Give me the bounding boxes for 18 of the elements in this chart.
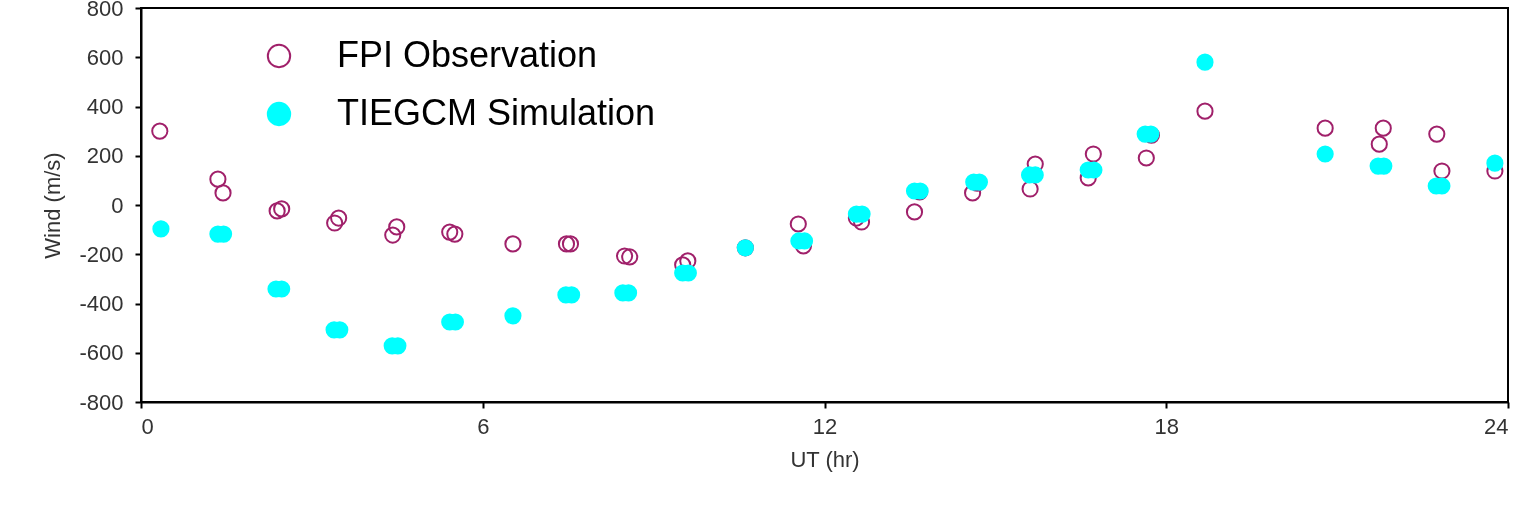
legend-label: FPI Observation: [337, 34, 598, 75]
y-tick-label: -400: [79, 291, 124, 316]
x-tick-label: 0: [141, 413, 154, 439]
y-tick-label: 200: [86, 143, 124, 169]
legend-label: TIEGCM Simulation: [337, 92, 656, 133]
y-tick-label: 800: [86, 0, 124, 21]
y-tick-label: -800: [79, 389, 124, 415]
x-axis-title: UT (hr): [790, 446, 860, 472]
y-tick-label: 400: [86, 94, 124, 119]
x-tick-label: 6: [477, 413, 490, 439]
y-tick-label: -200: [79, 241, 124, 267]
y-tick-label: 0: [111, 192, 124, 218]
y-tick-label: 600: [86, 44, 124, 70]
y-tick-label: -600: [79, 340, 124, 366]
y-axis-title: Wind (m/s): [40, 152, 66, 259]
x-tick-label: 12: [812, 413, 838, 439]
x-tick-label: 18: [1154, 413, 1179, 439]
x-tick-label: 24: [1484, 413, 1509, 439]
